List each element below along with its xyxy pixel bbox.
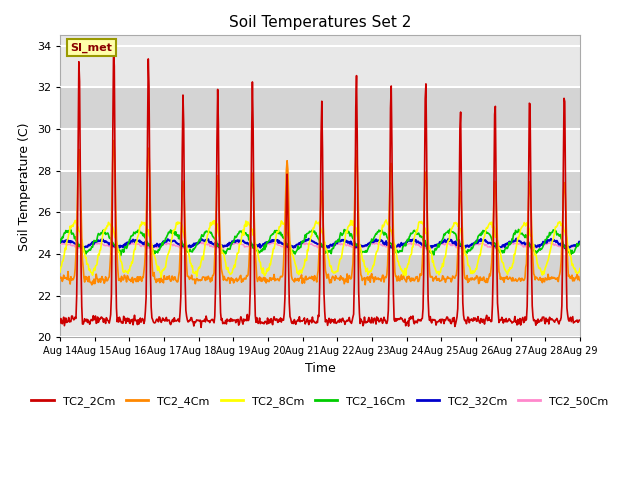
Bar — [60, 171, 580, 212]
Title: Soil Temperatures Set 2: Soil Temperatures Set 2 — [229, 15, 411, 30]
Bar — [60, 46, 580, 87]
Bar — [60, 87, 580, 129]
Legend: TC2_2Cm, TC2_4Cm, TC2_8Cm, TC2_16Cm, TC2_32Cm, TC2_50Cm: TC2_2Cm, TC2_4Cm, TC2_8Cm, TC2_16Cm, TC2… — [27, 391, 613, 411]
Bar — [60, 254, 580, 296]
Bar — [60, 296, 580, 337]
Y-axis label: Soil Temperature (C): Soil Temperature (C) — [18, 122, 31, 251]
Bar — [60, 129, 580, 171]
X-axis label: Time: Time — [305, 362, 335, 375]
Bar — [60, 212, 580, 254]
Text: SI_met: SI_met — [70, 42, 113, 53]
